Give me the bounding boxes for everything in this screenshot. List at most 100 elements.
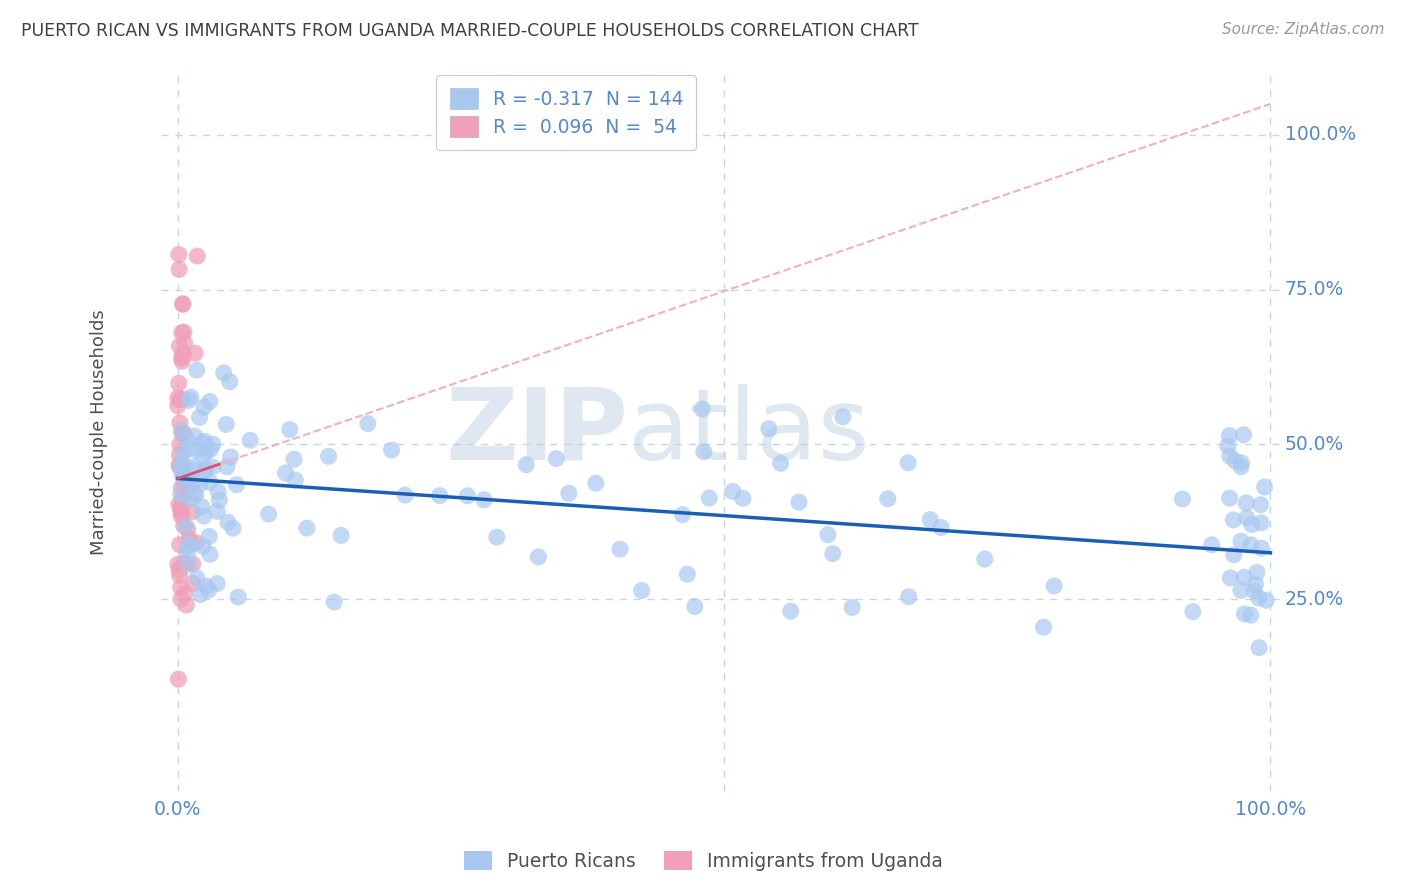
- Point: [1236, 510, 1258, 524]
- Point: [226, 590, 249, 604]
- Point: [1240, 608, 1263, 623]
- Point: [188, 588, 211, 602]
- Point: [876, 491, 898, 506]
- Point: [170, 487, 193, 501]
- Point: [218, 375, 240, 389]
- Point: [173, 325, 195, 339]
- Text: 100.0%: 100.0%: [1285, 126, 1355, 145]
- Point: [215, 417, 238, 432]
- Point: [173, 518, 195, 533]
- Point: [193, 434, 215, 449]
- Point: [173, 556, 195, 570]
- Point: [323, 595, 346, 609]
- Point: [1223, 548, 1246, 562]
- Point: [1032, 620, 1054, 634]
- Point: [173, 471, 195, 485]
- Point: [779, 604, 801, 618]
- Point: [172, 469, 194, 483]
- Point: [181, 558, 204, 572]
- Point: [169, 339, 191, 353]
- Point: [176, 540, 198, 554]
- Point: [973, 552, 995, 566]
- Point: [609, 542, 631, 557]
- Point: [394, 488, 416, 502]
- Point: [170, 426, 193, 441]
- Point: [170, 491, 193, 506]
- Point: [558, 486, 581, 500]
- Text: 50.0%: 50.0%: [1285, 435, 1344, 454]
- Text: Source: ZipAtlas.com: Source: ZipAtlas.com: [1222, 22, 1385, 37]
- Text: 75.0%: 75.0%: [1285, 280, 1344, 299]
- Point: [1234, 496, 1257, 510]
- Point: [207, 484, 229, 499]
- Point: [731, 491, 754, 506]
- Point: [1043, 579, 1066, 593]
- Point: [179, 492, 201, 507]
- Point: [170, 503, 193, 517]
- Point: [1243, 584, 1265, 599]
- Point: [167, 458, 190, 472]
- Point: [456, 489, 478, 503]
- Point: [183, 459, 205, 474]
- Point: [183, 486, 205, 500]
- Point: [183, 463, 205, 477]
- Point: [167, 376, 190, 391]
- Point: [817, 527, 839, 541]
- Point: [429, 489, 451, 503]
- Point: [1232, 427, 1254, 442]
- Point: [205, 504, 228, 518]
- Point: [186, 571, 208, 585]
- Point: [472, 492, 495, 507]
- Point: [676, 567, 699, 582]
- Point: [170, 506, 193, 520]
- Point: [330, 528, 353, 542]
- Point: [183, 429, 205, 443]
- Point: [1250, 541, 1272, 556]
- Point: [897, 456, 920, 470]
- Point: [1233, 607, 1256, 621]
- Point: [170, 351, 193, 365]
- Point: [191, 500, 214, 514]
- Point: [184, 488, 207, 502]
- Point: [170, 424, 193, 438]
- Point: [173, 478, 195, 492]
- Point: [215, 459, 238, 474]
- Point: [181, 475, 204, 489]
- Legend: R = -0.317  N = 144, R =  0.096  N =  54: R = -0.317 N = 144, R = 0.096 N = 54: [436, 75, 696, 150]
- Point: [1247, 591, 1270, 605]
- Point: [194, 464, 217, 478]
- Point: [278, 423, 301, 437]
- Point: [173, 586, 195, 600]
- Point: [198, 548, 221, 562]
- Text: Married-couple Households: Married-couple Households: [90, 310, 108, 555]
- Point: [821, 547, 844, 561]
- Point: [546, 451, 568, 466]
- Point: [193, 400, 215, 414]
- Point: [721, 484, 744, 499]
- Point: [177, 393, 200, 408]
- Point: [169, 580, 191, 594]
- Point: [186, 249, 208, 263]
- Point: [177, 442, 200, 457]
- Point: [920, 512, 942, 526]
- Point: [172, 297, 194, 311]
- Point: [1244, 577, 1267, 591]
- Text: ZIP: ZIP: [446, 384, 628, 481]
- Point: [1250, 498, 1272, 512]
- Point: [166, 399, 188, 413]
- Point: [929, 520, 952, 534]
- Point: [1219, 491, 1241, 505]
- Point: [1256, 593, 1278, 607]
- Point: [1240, 517, 1263, 532]
- Point: [172, 346, 194, 360]
- Point: [195, 444, 218, 458]
- Point: [527, 549, 550, 564]
- Point: [1249, 640, 1271, 655]
- Point: [841, 600, 863, 615]
- Point: [188, 476, 211, 491]
- Point: [191, 448, 214, 462]
- Point: [170, 508, 193, 523]
- Point: [172, 349, 194, 363]
- Point: [201, 460, 224, 475]
- Point: [205, 576, 228, 591]
